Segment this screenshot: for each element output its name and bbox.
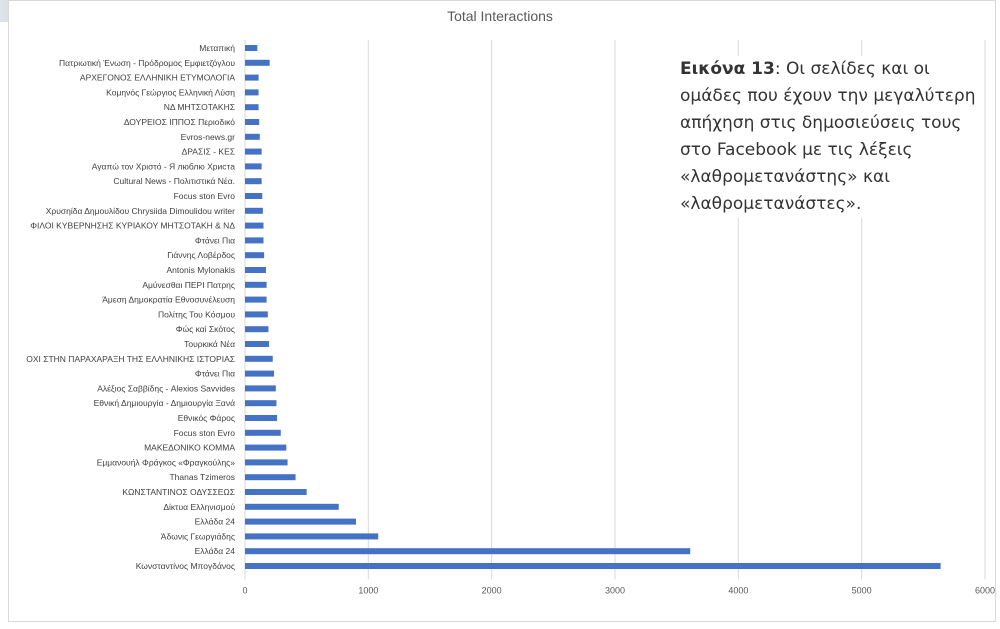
bar (245, 178, 262, 185)
category-label: Cultural News - Πολιτιστικά Νέα. (113, 176, 235, 186)
category-label: Άμεση Δημοκρατία Εθνοσυνέλευση (102, 295, 235, 305)
bar (245, 104, 259, 111)
category-label: Αλέξιος Σαββίδης - Alexios Savvides (97, 383, 235, 393)
category-label: Πολίτης Του Κόσμου (158, 309, 235, 319)
category-label: Τουρκικά Νέα (184, 339, 235, 349)
bar (245, 193, 263, 199)
bar (245, 533, 379, 540)
bar (245, 59, 270, 66)
bar (245, 341, 270, 347)
category-label: Αγαπώ τον Χριστό - Я люблю Христа (92, 161, 235, 171)
caption-label: Εικόνα 13 (680, 59, 775, 79)
category-label: Μεταπική (199, 43, 235, 53)
bar (245, 163, 262, 170)
bar (245, 444, 287, 451)
bar (245, 74, 259, 81)
bar (245, 296, 267, 303)
x-tick-label: 0 (242, 585, 247, 595)
category-label: Antonis Mylonakis (166, 265, 235, 275)
category-label: Γιάννης Λοβέρδος (167, 250, 235, 260)
bar (245, 326, 269, 333)
bar (245, 148, 262, 155)
category-label: Εμμανουήλ Φράγκος «Φραγκούλης» (97, 457, 236, 467)
bar (245, 400, 277, 407)
bar (245, 385, 276, 392)
category-label: Φτάνει Πια (195, 369, 235, 379)
category-label: Κωνσταντίνος Μπογδάνος (136, 561, 235, 571)
category-label: Δίκτυα Ελληνισμού (163, 502, 235, 512)
bar (245, 207, 263, 214)
bar (245, 370, 274, 377)
category-label: ΔΟΥΡΕΙΟΣ ΙΠΠΟΣ Περιοδικό (124, 117, 235, 127)
category-label: Focus ston Evro (174, 428, 236, 438)
x-tick-label: 1000 (358, 585, 378, 595)
bar (245, 415, 278, 421)
x-tick-label: 2000 (482, 585, 502, 595)
category-label: Άδωνις Γεωργιάδης (161, 531, 235, 541)
x-tick-label: 6000 (975, 585, 995, 595)
category-label: Thanas Tzimeros (169, 472, 235, 482)
bar (245, 237, 264, 244)
bar (245, 45, 258, 51)
category-label: Ελλάδα 24 (195, 517, 236, 527)
category-label: Χρυσηίδα Δημουλίδου Chrysiida Dimoulidou… (46, 206, 235, 216)
bar (245, 355, 273, 362)
bar (245, 489, 307, 495)
category-label: Πατριωτική Ένωση - Πρόδρομος Εμφιετζόγλο… (59, 58, 235, 68)
category-label: Εθνική Δημιουργία - Δημιουργία Ξανά (94, 398, 235, 408)
category-label: Αμύνεσθαι ΠΕΡΙ Πατρης (142, 280, 235, 290)
bar (245, 89, 259, 96)
bar (245, 252, 265, 259)
bar (245, 222, 264, 229)
category-label: ΜΑΚΕΔΟΝΙΚΟ ΚΟΜΜΑ (144, 443, 235, 453)
bar (245, 459, 288, 466)
chart-title: Total Interactions (447, 8, 553, 24)
x-tick-label: 4000 (728, 585, 748, 595)
category-label: Focus ston Evro (174, 191, 236, 201)
bar (245, 133, 260, 140)
figure-caption: Εικόνα 13: Οι σελίδες και οι ομάδες που … (680, 56, 980, 218)
bar (245, 518, 356, 525)
category-label: ΦΙΛΟΙ ΚΥΒΕΡΝΗΣΗΣ ΚΥΡΙΑΚΟΥ ΜΗΤΣΟΤΑΚΗ & ΝΔ (30, 221, 235, 231)
category-label: Evros-news.gr (181, 132, 235, 142)
category-label: Φτάνει Πια (195, 235, 235, 245)
bar (245, 474, 296, 481)
bar (245, 281, 267, 288)
category-label: Ελλάδα 24 (195, 546, 236, 556)
bar (245, 119, 260, 125)
category-label: ΔΡΑΣΙΣ - ΚΕΣ (182, 147, 235, 157)
bar (245, 311, 268, 318)
caption-text: : Οι σελίδες και οι ομάδες που έχουν την… (680, 59, 976, 214)
category-label: ΑΡΧΕΓΟΝΟΣ ΕΛΛΗΝΙΚΗ ΕΤΥΜΟΛΟΓΙΑ (80, 73, 235, 83)
bar (245, 548, 691, 555)
category-label: ΚΩΝΣΤΑΝΤΙΝΟΣ ΟΔΥΣΣΕΩΣ (122, 487, 235, 497)
category-label: Κομηνός Γεώργιος Ελληνική Λύση (106, 87, 235, 97)
category-label: Φώς καί Σκότος (176, 324, 235, 334)
bar (245, 563, 941, 569)
bar (245, 429, 281, 436)
x-tick-label: 5000 (852, 585, 872, 595)
category-label: Εθνικός Φάρος (178, 413, 235, 423)
x-tick-label: 3000 (605, 585, 625, 595)
bar (245, 267, 266, 273)
category-label: ΝΔ ΜΗΤΣΟΤΑΚΗΣ (164, 102, 235, 112)
category-label: ΟΧΙ ΣΤΗΝ ΠΑΡΑΧΑΡΑΞΗ ΤΗΣ ΕΛΛΗΝΙΚΗΣ ΙΣΤΟΡΙ… (26, 354, 235, 364)
bar (245, 503, 339, 510)
